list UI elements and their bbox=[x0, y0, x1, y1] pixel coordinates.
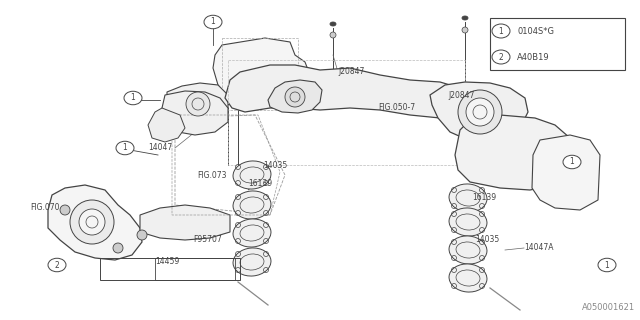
Text: 1: 1 bbox=[131, 93, 136, 102]
Text: F95707: F95707 bbox=[193, 236, 221, 244]
Text: 14459: 14459 bbox=[155, 258, 179, 267]
Text: 1: 1 bbox=[211, 18, 216, 27]
Circle shape bbox=[285, 87, 305, 107]
Text: 1: 1 bbox=[123, 143, 127, 153]
Text: 16139: 16139 bbox=[472, 194, 496, 203]
Ellipse shape bbox=[568, 163, 576, 167]
Text: FIG.050-7: FIG.050-7 bbox=[378, 103, 415, 113]
Ellipse shape bbox=[449, 264, 487, 292]
Circle shape bbox=[458, 90, 502, 134]
Circle shape bbox=[466, 98, 494, 126]
Text: 2: 2 bbox=[54, 260, 60, 269]
Polygon shape bbox=[213, 38, 310, 105]
Polygon shape bbox=[140, 205, 230, 240]
Ellipse shape bbox=[563, 155, 581, 169]
Text: A40B19: A40B19 bbox=[517, 52, 550, 61]
Text: 0104S*G: 0104S*G bbox=[517, 27, 554, 36]
Circle shape bbox=[60, 205, 70, 215]
Polygon shape bbox=[225, 65, 465, 118]
Ellipse shape bbox=[129, 98, 137, 102]
Ellipse shape bbox=[603, 262, 611, 268]
Text: 1: 1 bbox=[570, 157, 574, 166]
Text: 14035: 14035 bbox=[263, 161, 287, 170]
Circle shape bbox=[137, 230, 147, 240]
Ellipse shape bbox=[449, 184, 487, 212]
Ellipse shape bbox=[492, 24, 510, 38]
Ellipse shape bbox=[449, 208, 487, 236]
Polygon shape bbox=[268, 80, 322, 113]
Ellipse shape bbox=[124, 91, 142, 105]
Ellipse shape bbox=[449, 236, 487, 264]
Ellipse shape bbox=[492, 50, 510, 64]
Ellipse shape bbox=[233, 161, 271, 189]
Text: J20847: J20847 bbox=[338, 68, 364, 76]
Circle shape bbox=[330, 32, 336, 38]
Circle shape bbox=[79, 209, 105, 235]
Ellipse shape bbox=[121, 148, 129, 153]
Ellipse shape bbox=[462, 16, 468, 20]
Polygon shape bbox=[455, 115, 570, 190]
Bar bbox=[155, 258, 235, 280]
Text: J20847: J20847 bbox=[448, 91, 474, 100]
Text: 14047: 14047 bbox=[148, 143, 172, 153]
Text: FIG.073: FIG.073 bbox=[197, 171, 227, 180]
Text: 2: 2 bbox=[499, 52, 504, 61]
Ellipse shape bbox=[48, 258, 66, 272]
Polygon shape bbox=[162, 91, 228, 135]
Ellipse shape bbox=[330, 22, 336, 26]
Text: 1: 1 bbox=[499, 27, 504, 36]
Circle shape bbox=[113, 243, 123, 253]
Ellipse shape bbox=[233, 191, 271, 219]
Circle shape bbox=[462, 27, 468, 33]
Bar bbox=[490, 18, 625, 70]
Polygon shape bbox=[48, 185, 142, 260]
Text: A050001621: A050001621 bbox=[582, 303, 635, 312]
Ellipse shape bbox=[233, 248, 271, 276]
Polygon shape bbox=[532, 135, 600, 210]
Text: 14035: 14035 bbox=[475, 236, 499, 244]
Polygon shape bbox=[167, 83, 228, 122]
Text: FIG.070: FIG.070 bbox=[30, 204, 60, 212]
Text: 14047A: 14047A bbox=[524, 244, 554, 252]
Ellipse shape bbox=[209, 20, 217, 25]
Ellipse shape bbox=[204, 15, 222, 29]
Circle shape bbox=[186, 92, 210, 116]
Ellipse shape bbox=[116, 141, 134, 155]
Text: 16139: 16139 bbox=[248, 180, 272, 188]
Text: 1: 1 bbox=[605, 260, 609, 269]
Circle shape bbox=[70, 200, 114, 244]
Ellipse shape bbox=[233, 219, 271, 247]
Polygon shape bbox=[148, 108, 185, 142]
Ellipse shape bbox=[598, 258, 616, 272]
Polygon shape bbox=[430, 82, 528, 142]
